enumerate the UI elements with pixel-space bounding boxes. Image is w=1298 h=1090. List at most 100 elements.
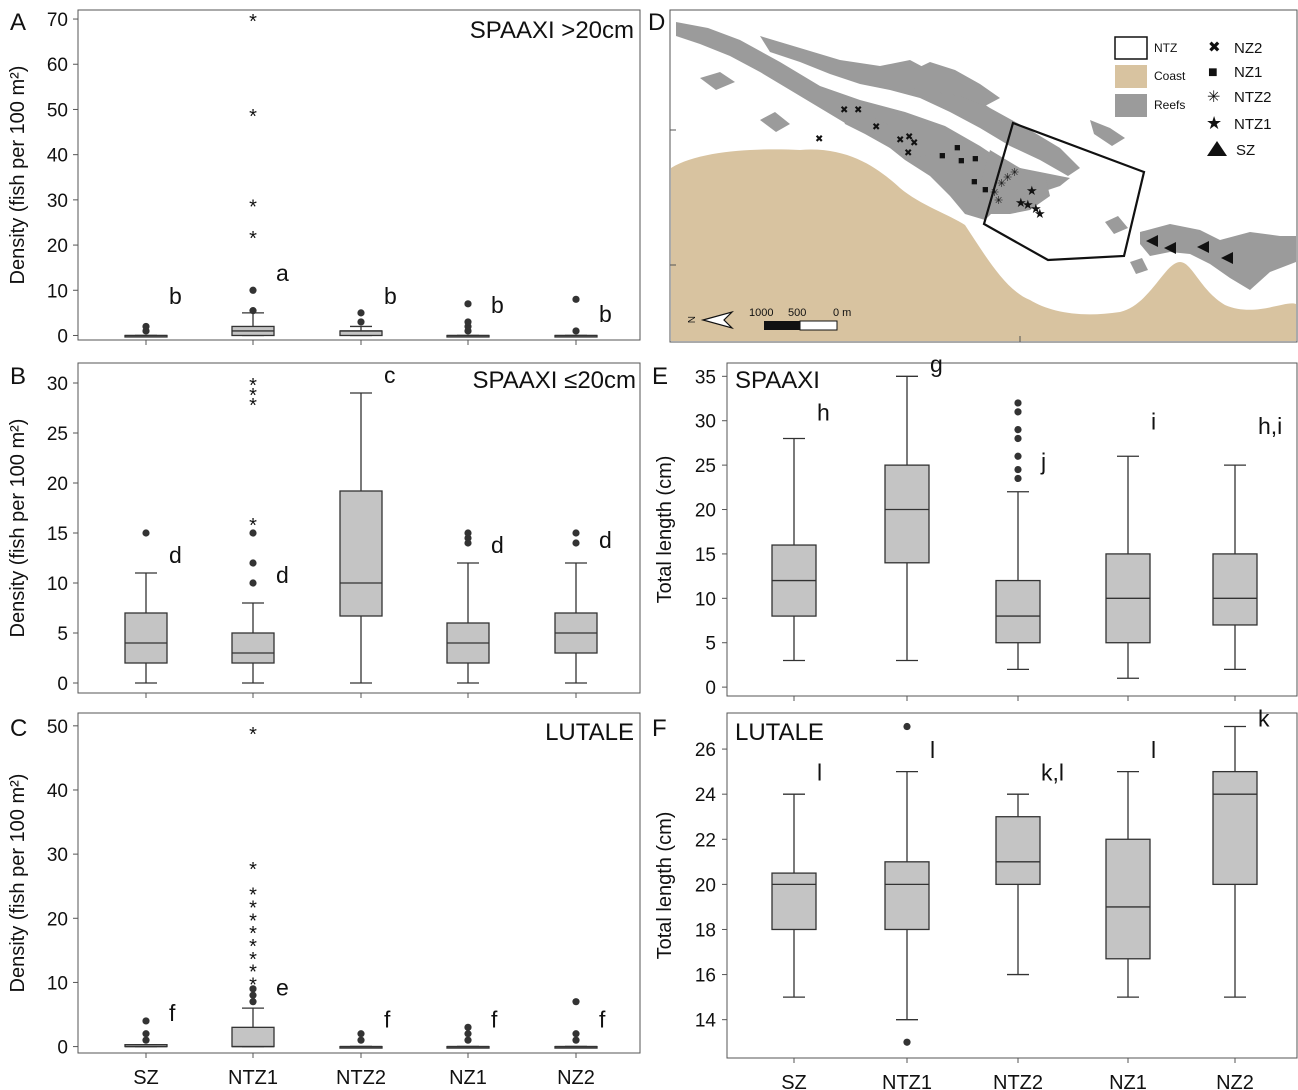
legend-label-coast: Coast	[1154, 69, 1186, 83]
box-nz1: f	[446, 1006, 498, 1049]
legend-symbol-nz1: ■	[1208, 64, 1218, 81]
y-axis-label-a: Density (fish per 100 m²)	[7, 66, 29, 285]
x-tick-label: NTZ2	[336, 1067, 386, 1089]
box-sz: l	[771, 760, 822, 998]
iqr-box	[124, 612, 168, 664]
legend-swatch-coast	[1115, 65, 1147, 88]
outlier-point	[357, 309, 365, 317]
site-ntz1: ★	[1015, 195, 1027, 210]
scale-label-0m: 0 m	[833, 307, 851, 319]
site-ntz2: ✳	[1010, 167, 1019, 179]
box-nz2: h,i	[1212, 413, 1282, 671]
outlier-point	[464, 1023, 472, 1031]
panel-d: D ✖ ✖ ✖ ✖ ✖ ✖ ✖ ✖	[648, 9, 1298, 343]
significance-letter: f	[169, 1000, 176, 1026]
extreme-point: *	[249, 228, 257, 250]
outlier-point	[464, 539, 472, 547]
y-tick-label: 30	[47, 191, 68, 212]
significance-letter: l	[817, 760, 822, 786]
panel-b: B SPAAXI ≤20cm 0 5 10 15 20 25 30 Density (fish…	[7, 362, 641, 698]
extreme-point: *	[249, 724, 257, 746]
legend-swatch-reefs	[1115, 94, 1147, 117]
extreme-point: *	[249, 962, 257, 984]
significance-letter: d	[169, 542, 182, 568]
y-tick-label: 18	[695, 920, 716, 941]
extreme-point: *	[249, 974, 257, 996]
legend-symbol-sz	[1207, 141, 1227, 156]
panel-title-e: SPAAXI	[735, 367, 820, 394]
y-axis-label-e: Total length (cm)	[654, 456, 676, 604]
y-tick-label: 20	[47, 474, 68, 495]
outlier-point	[142, 1030, 150, 1038]
site-ntz2: ✳	[997, 178, 1006, 190]
y-tick-label: 50	[47, 100, 68, 121]
extreme-point: *	[249, 936, 257, 958]
outlier-point	[1014, 434, 1022, 443]
box-sz: f	[124, 1000, 176, 1048]
box-ntz1: **********e	[231, 724, 289, 1048]
panel-c: C LUTALE 0 10 20 30 40 50 Density (fish per 10…	[7, 712, 641, 1089]
box-nz1: l	[1105, 737, 1156, 998]
panel-letter-c: C	[10, 715, 27, 742]
y-tick-label: 0	[57, 326, 68, 347]
site-ntz1: ★	[1030, 201, 1042, 216]
y-tick-label: 50	[47, 717, 68, 738]
x-tick-label: NZ1	[449, 1067, 487, 1089]
extreme-point: *	[249, 885, 257, 907]
outlier-point	[357, 1036, 365, 1044]
site-nz2: ✖	[904, 148, 912, 159]
x-tick-label: NTZ1	[882, 1072, 932, 1090]
x-tick-label: NZ2	[1216, 1072, 1254, 1090]
y-tick-label: 15	[695, 545, 716, 566]
iqr-box	[339, 330, 383, 337]
legend-label-sz: SZ	[1236, 142, 1255, 159]
y-tick-label: 5	[705, 634, 716, 655]
outlier-point	[249, 998, 257, 1006]
significance-letter: b	[169, 283, 182, 309]
legend-symbol-ntz2: ✳	[1207, 89, 1220, 106]
significance-letter: b	[384, 283, 397, 309]
extreme-point: *	[249, 375, 257, 397]
site-nz1: ■	[954, 142, 961, 154]
outlier-point	[1014, 452, 1022, 460]
box-nz1: b	[446, 292, 504, 338]
outlier-point	[1014, 399, 1022, 407]
x-tick-label: NTZ2	[993, 1072, 1043, 1090]
y-tick-label: 40	[47, 781, 68, 802]
y-tick-label: 60	[47, 55, 68, 76]
y-tick-label: 30	[47, 374, 68, 395]
outlier-point	[142, 529, 150, 537]
outlier-point	[464, 318, 472, 326]
plot-area-f: 14 16 18 20 22 24 26 Total length (cm) SZ NTZ1 NTZ…	[654, 706, 1270, 1090]
extreme-point: *	[249, 385, 257, 407]
box-ntz1: * * * * a	[231, 11, 289, 337]
box-nz1: i	[1105, 409, 1156, 679]
outlier-point	[357, 1030, 365, 1038]
y-tick-label: 0	[57, 1038, 68, 1059]
panel-title-f: LUTALE	[735, 719, 824, 746]
panel-a: A SPAAXI >20cm 0 10 20 30 40 50 60 70 Density (f…	[7, 9, 641, 347]
y-tick-label: 25	[695, 456, 716, 477]
map-legend: NTZ Coast Reefs ✖ NZ2 ■ NZ1 ✳ NTZ2 ★ NTZ…	[1114, 36, 1272, 159]
scale-label-500: 500	[788, 307, 806, 319]
map-sites-nz1: ■ ■ ■ ■ ■ ■	[939, 142, 989, 196]
legend-label-ntz: NTZ	[1154, 41, 1177, 55]
y-tick-label: 0	[57, 674, 68, 695]
significance-letter: d	[599, 527, 612, 553]
plot-frame-e	[726, 362, 1298, 697]
box-ntz2: j	[995, 399, 1046, 671]
site-sz	[1197, 241, 1209, 253]
iqr-box	[884, 861, 930, 931]
plot-area-e: 0 5 10 15 20 25 30 35 Total length (cm) h g j i h,i	[654, 351, 1282, 701]
y-tick-label: 24	[695, 785, 717, 806]
y-tick-label: 15	[47, 524, 68, 545]
outlier-point	[357, 318, 365, 326]
extreme-point: *	[249, 11, 257, 33]
outlier-point	[1014, 408, 1022, 416]
extreme-point: *	[249, 923, 257, 945]
extreme-point: *	[249, 515, 257, 537]
outlier-point	[249, 991, 257, 999]
outlier-point	[249, 579, 257, 587]
site-nz2: ✖	[840, 105, 848, 116]
